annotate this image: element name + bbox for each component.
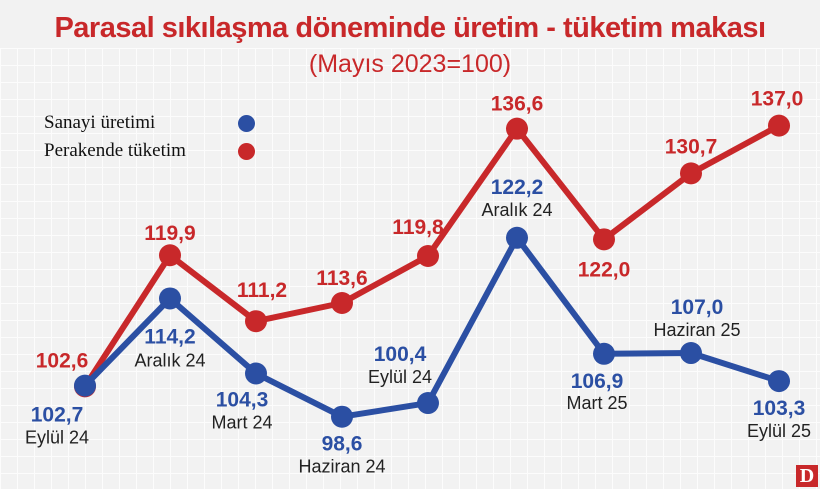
category-label-1: Aralık 24 (134, 350, 205, 370)
data-point-1-6 (593, 228, 615, 251)
category-label-8: Eylül 25 (747, 421, 811, 441)
data-point-0-8 (768, 370, 790, 393)
category-label-0: Eylül 24 (25, 428, 89, 448)
legend-dot-perakende (238, 143, 255, 160)
brand-logo: D (796, 465, 818, 487)
data-label-1-8: 137,0 (751, 88, 804, 111)
legend-label-perakende: Perakende tüketim (44, 140, 186, 161)
data-label-0-8: 103,3 (753, 397, 806, 420)
chart-title: Parasal sıkılaşma döneminde üretim - tük… (54, 12, 766, 44)
category-label-6: Mart 25 (566, 393, 627, 413)
data-label-0-0: 102,7 (31, 404, 84, 427)
data-point-0-4 (417, 392, 439, 415)
data-label-0-5: 122,2 (491, 176, 544, 199)
data-point-1-1 (159, 244, 181, 267)
category-label-7: Haziran 25 (653, 320, 740, 340)
category-label-2: Mart 24 (211, 412, 272, 432)
data-label-0-7: 107,0 (671, 296, 724, 319)
data-point-1-8 (768, 114, 790, 137)
data-label-1-5: 136,6 (491, 93, 544, 116)
category-label-5: Aralık 24 (481, 200, 552, 220)
data-label-0-4: 100,4 (374, 343, 427, 366)
data-label-1-6: 122,0 (578, 258, 631, 281)
data-point-0-5 (506, 226, 528, 249)
category-label-4: Eylül 24 (368, 367, 432, 387)
data-label-0-3: 98,6 (322, 433, 363, 456)
data-point-0-0 (74, 374, 96, 397)
data-label-1-4: 119,8 (392, 216, 444, 239)
data-point-1-3 (331, 291, 353, 314)
data-point-0-7 (680, 342, 702, 365)
data-label-1-3: 113,6 (316, 267, 367, 290)
data-label-0-1: 114,2 (144, 325, 195, 348)
category-label-3: Haziran 24 (298, 457, 385, 477)
data-point-0-3 (331, 405, 353, 428)
data-label-1-7: 130,7 (665, 135, 718, 158)
data-label-0-6: 106,9 (571, 370, 624, 393)
data-label-1-2: 111,2 (237, 279, 287, 302)
data-point-1-2 (245, 310, 267, 333)
data-point-1-7 (680, 162, 702, 185)
data-point-1-5 (506, 117, 528, 140)
data-point-0-1 (159, 287, 181, 310)
data-label-1-0: 102,6 (36, 349, 89, 372)
data-point-1-4 (417, 245, 439, 268)
data-point-0-2 (245, 362, 267, 385)
legend-dot-sanayi (238, 115, 255, 132)
chart-subtitle: (Mayıs 2023=100) (308, 50, 512, 78)
data-label-0-2: 104,3 (216, 388, 269, 411)
data-point-0-6 (593, 342, 615, 365)
legend-label-sanayi: Sanayi üretimi (44, 112, 156, 133)
data-label-1-1: 119,9 (144, 222, 195, 245)
